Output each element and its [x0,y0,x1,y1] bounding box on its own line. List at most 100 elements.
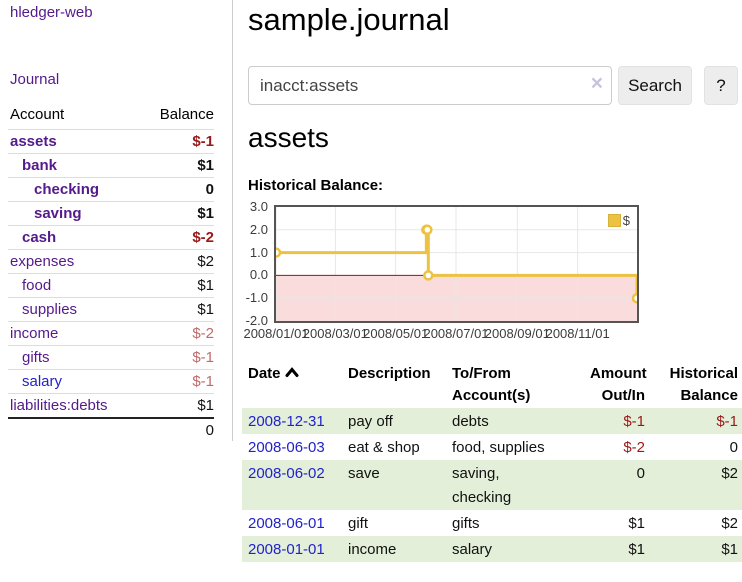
search-help-button[interactable]: ? [704,66,738,105]
transaction-description: gift [342,510,446,536]
account-link-bank[interactable]: bank [8,157,57,177]
accounts-total-value: 0 [206,422,214,441]
account-balance: $-1 [192,349,214,369]
accounts-table-header: Account Balance [8,103,214,129]
transaction-balance: $-1 [645,408,742,434]
date-header-label: Date [248,365,281,382]
register-row: 2008-01-01 income salary $1 $1 [242,536,742,562]
account-balance: $-1 [192,373,214,393]
transaction-balance: $2 [645,510,742,536]
transaction-amount: $1 [590,536,645,562]
chart-heading: Historical Balance: [248,177,383,194]
historical-balance-column-header: Historical Balance [645,360,742,408]
account-link-checking[interactable]: checking [8,181,99,201]
register-row: 2008-06-02 save saving, checking 0 $2 [242,460,742,510]
legend-label: $ [623,213,630,228]
account-link-expenses[interactable]: expenses [8,253,74,273]
account-row: saving $1 [8,201,214,225]
account-row: cash $-2 [8,225,214,249]
account-link-assets[interactable]: assets [8,133,57,153]
transaction-description: eat & shop [342,434,446,460]
account-row: gifts $-1 [8,345,214,369]
search-input[interactable] [248,66,612,105]
chart-series [276,207,637,321]
account-row: assets $-1 [8,129,214,153]
transaction-amount: $-1 [590,408,645,434]
sidebar: hledger-web Journal Account Balance asse… [0,0,233,441]
transaction-amount: $1 [590,510,645,536]
account-link-cash[interactable]: cash [8,229,56,249]
y-axis-tick-label: -1.0 [240,290,268,306]
amount-column-header: Amount Out/In [590,360,645,408]
chart-plot-area: $ [274,205,639,323]
account-link-income[interactable]: income [8,325,58,345]
sidebar-item-journal[interactable]: Journal [10,71,59,88]
accounts-total-row: 0 [8,417,214,441]
transaction-accounts: salary [446,536,590,562]
x-axis-tick-label: 2008/03/01 [303,326,368,341]
transaction-date-link[interactable]: 2008-12-31 [248,413,325,430]
account-link-gifts[interactable]: gifts [8,349,50,369]
historical-balance-chart: 3.02.01.00.0-1.0-2.0 $ 2008/01/012008/03… [240,202,642,350]
transaction-description: pay off [342,408,446,434]
transaction-date-link[interactable]: 2008-06-03 [248,439,325,456]
x-axis-tick-label: 2008/09/01 [485,326,550,341]
account-row: food $1 [8,273,214,297]
date-column-header: Date [242,360,342,408]
account-balance: $2 [197,253,214,273]
account-balance: $1 [197,157,214,177]
y-axis-tick-label: 2.0 [240,222,268,238]
legend-swatch-icon [608,214,621,227]
accounts-table: Account Balance assets $-1 bank $1 check… [8,103,214,441]
x-axis-tick-label: 2008/07/01 [423,326,488,341]
y-axis-tick-label: 3.0 [240,199,268,215]
account-row: checking 0 [8,177,214,201]
transaction-balance: $2 [645,460,742,510]
transaction-description: save [342,460,446,510]
x-axis-tick-label: 2008/01/01 [243,326,308,341]
register-row: 2008-06-03 eat & shop food, supplies $-2… [242,434,742,460]
account-balance: $1 [197,205,214,225]
account-balance: $1 [197,397,214,417]
account-balance: $-2 [192,229,214,249]
transaction-amount: $-2 [590,434,645,460]
register-row: 2008-06-01 gift gifts $1 $2 [242,510,742,536]
search-form: × [248,66,612,105]
account-balance: $1 [197,301,214,321]
account-balance: $-2 [192,325,214,345]
tofrom-column-header: To/From Account(s) [446,360,590,408]
account-link-liabilities-debts[interactable]: liabilities:debts [8,397,108,417]
account-balance: $1 [197,277,214,297]
y-axis-tick-label: 0.0 [240,267,268,283]
search-button[interactable]: Search [618,66,692,105]
balance-column-header: Balance [160,106,214,129]
x-axis-tick-label: 2008/11/01 [546,326,610,341]
transaction-date-link[interactable]: 2008-06-02 [248,465,325,482]
register-table: Date Description To/From Account(s) Amou… [242,360,742,562]
account-balance: $-1 [192,133,214,153]
transaction-balance: 0 [645,434,742,460]
description-column-header: Description [342,360,446,408]
transaction-accounts: food, supplies [446,434,590,460]
account-link-salary[interactable]: salary [8,373,62,393]
account-balance: 0 [206,181,214,201]
account-row: supplies $1 [8,297,214,321]
transaction-description: income [342,536,446,562]
chart-legend: $ [606,212,632,229]
account-row: bank $1 [8,153,214,177]
clear-search-icon[interactable]: × [591,73,603,95]
account-link-saving[interactable]: saving [8,205,82,225]
account-link-food[interactable]: food [8,277,51,297]
account-heading: assets [248,122,329,154]
hledger-web-page: hledger-web Journal Account Balance asse… [0,0,742,582]
transaction-accounts: gifts [446,510,590,536]
transaction-accounts: saving, checking [446,460,590,510]
account-row: liabilities:debts $1 [8,393,214,417]
account-link-supplies[interactable]: supplies [8,301,77,321]
app-title-link[interactable]: hledger-web [10,4,93,21]
account-row: salary $-1 [8,369,214,393]
transaction-date-link[interactable]: 2008-06-01 [248,515,325,532]
page-title: sample.journal [248,2,450,38]
transaction-date-link[interactable]: 2008-01-01 [248,541,325,558]
register-row: 2008-12-31 pay off debts $-1 $-1 [242,408,742,434]
